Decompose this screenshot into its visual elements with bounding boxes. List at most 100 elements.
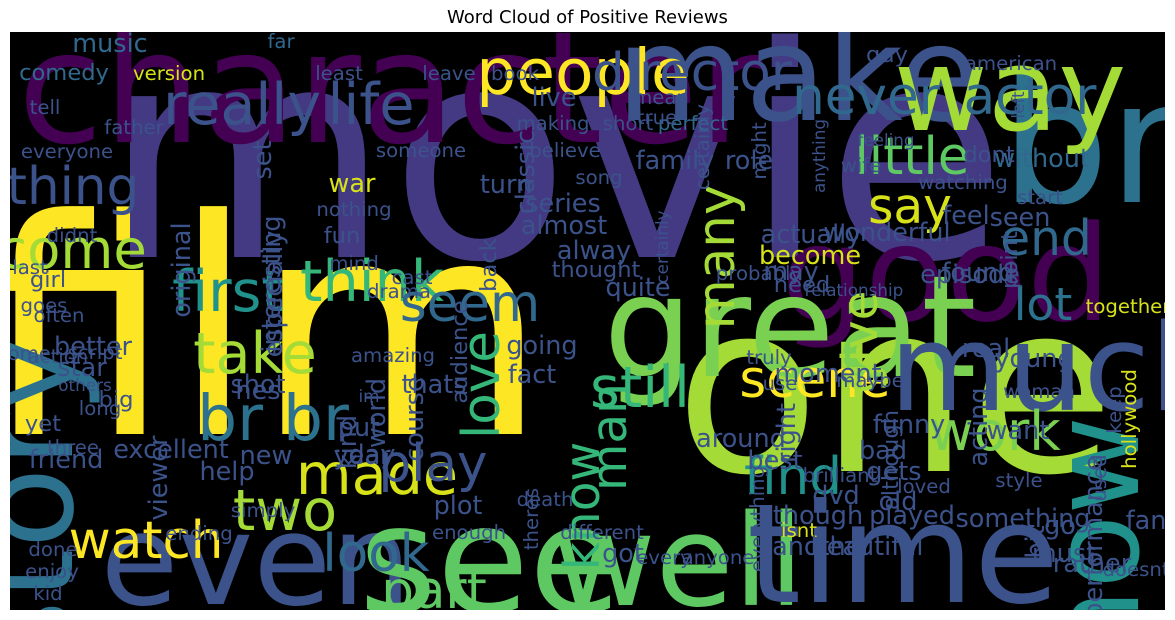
- word-hollywood: hollywood: [1118, 369, 1141, 469]
- word-become: become: [759, 241, 861, 271]
- word-want: want: [987, 416, 1050, 446]
- word-course: course: [400, 376, 430, 461]
- word-role: role: [725, 146, 773, 176]
- word-back: back: [476, 237, 502, 292]
- word-give: give: [833, 290, 889, 393]
- word-part: part: [381, 561, 487, 610]
- word-bad: bad: [859, 436, 907, 466]
- word-funny: funny: [873, 410, 946, 440]
- word-long: long: [79, 397, 122, 420]
- chart-title: Word Cloud of Positive Reviews: [447, 7, 728, 28]
- word-certainly: certainly: [691, 104, 714, 190]
- word-style: style: [995, 469, 1042, 492]
- word-book: book: [491, 62, 540, 85]
- word-truly: truly: [746, 346, 792, 369]
- word-feeling: feeling: [857, 130, 914, 150]
- word-kid: kid: [33, 582, 62, 605]
- word-well: well: [552, 487, 804, 610]
- word-guy: guy: [866, 42, 908, 68]
- word-kind: kind: [333, 415, 363, 469]
- word-gets: gets: [866, 457, 921, 487]
- word-anything: anything: [809, 119, 829, 193]
- word-goes: goes: [21, 294, 68, 317]
- word-director: director: [592, 43, 793, 103]
- word-mind: mind: [329, 252, 379, 275]
- word-year: year: [334, 441, 391, 471]
- word-br: br: [1001, 45, 1165, 243]
- word-good: good: [781, 198, 1111, 352]
- word-need: need: [774, 272, 830, 298]
- word-br-br: br br: [197, 382, 349, 455]
- word-war: war: [329, 169, 376, 199]
- word-acting: acting: [964, 387, 994, 466]
- word-almost: almost: [521, 211, 607, 241]
- word-going: going: [506, 331, 577, 361]
- word-without: without: [994, 144, 1090, 174]
- word-people: people: [476, 36, 690, 109]
- word-probably: probably: [716, 262, 803, 285]
- word-wonderful: wonderful: [823, 218, 950, 248]
- word-turn: turn: [480, 170, 532, 200]
- word-film: film: [10, 156, 547, 505]
- word-theres: theres: [520, 488, 543, 550]
- word-different: different: [560, 521, 644, 544]
- word-dont: dont: [963, 142, 1014, 168]
- word-anyone: anyone: [682, 546, 755, 569]
- word-enjoy: enjoy: [25, 560, 79, 583]
- word-audience: audience: [447, 300, 473, 403]
- word-performance: performance: [1079, 455, 1109, 610]
- word-maybe: maybe: [836, 369, 904, 392]
- word-home: home: [10, 342, 51, 365]
- word-story: story: [10, 335, 104, 610]
- word-every: every: [636, 546, 692, 569]
- word-although: although: [878, 410, 904, 510]
- word-know: know: [555, 442, 611, 570]
- word-someone: someone: [376, 139, 466, 162]
- word-used: used: [1088, 454, 1111, 501]
- word-death: death: [517, 488, 574, 511]
- word-put: put: [338, 413, 380, 443]
- word-making: making: [516, 112, 589, 135]
- word-dvd: dvd: [812, 481, 859, 511]
- word-one: one: [675, 252, 1115, 527]
- word-certainly: certainly: [652, 210, 672, 283]
- word-help: help: [199, 457, 254, 487]
- word-got: got: [602, 539, 644, 569]
- word-first: first: [172, 259, 284, 325]
- word-quite: quite: [605, 273, 670, 303]
- word-perfect: perfect: [658, 112, 729, 135]
- word-work: work: [929, 400, 1061, 463]
- word-simply: simply: [231, 499, 296, 522]
- word-plot: plot: [434, 491, 483, 521]
- word-way: way: [894, 32, 1127, 158]
- word-song: song: [575, 166, 622, 189]
- word-must: must: [1032, 539, 1096, 569]
- word-though: though: [773, 501, 863, 531]
- word-start: start: [1017, 186, 1063, 209]
- word-last: last: [12, 256, 48, 279]
- word-least: least: [315, 62, 363, 85]
- word-thing: thing: [10, 157, 139, 217]
- word-short: short: [603, 112, 654, 135]
- word-shot: shot: [230, 370, 285, 400]
- word-scene: scene: [739, 350, 890, 410]
- word-life: life: [327, 72, 414, 138]
- word-episode: episode: [920, 260, 1020, 290]
- word-little: little: [855, 127, 970, 187]
- word-comedy: comedy: [19, 60, 109, 86]
- word-movie: movie: [103, 32, 1006, 327]
- word-world: world: [362, 378, 392, 448]
- word-moment: moment: [774, 359, 881, 389]
- word-tell: tell: [30, 96, 61, 119]
- word-alway: alway: [557, 236, 631, 266]
- word-something: something: [955, 504, 1090, 534]
- word-right: right: [772, 403, 802, 463]
- word-music: music: [72, 32, 147, 59]
- word-true: true: [637, 106, 677, 129]
- word-real: real: [962, 334, 1010, 364]
- word-look: look: [322, 524, 429, 584]
- word-set: set: [248, 141, 278, 180]
- word-yet: yet: [25, 411, 61, 437]
- word-show: show: [1027, 416, 1165, 610]
- word-seen: seen: [990, 203, 1051, 233]
